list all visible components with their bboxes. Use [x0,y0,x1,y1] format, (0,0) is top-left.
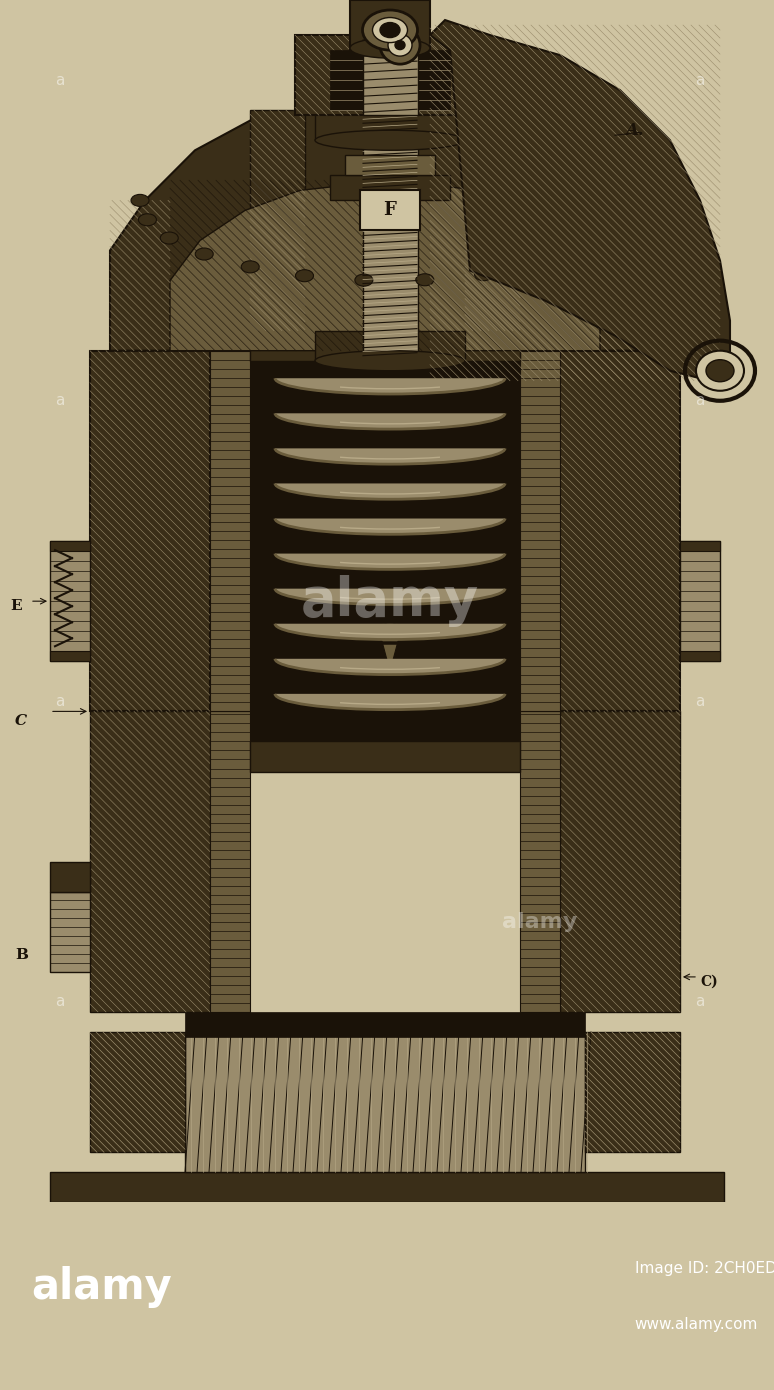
Bar [465,110,520,331]
Text: F: F [384,202,396,220]
Polygon shape [275,518,505,534]
Polygon shape [275,588,505,605]
Text: a: a [695,994,704,1009]
Text: A.: A. [625,122,644,139]
Bar [50,862,90,892]
Bar [90,1031,185,1152]
Bar [250,712,520,741]
Polygon shape [275,553,505,570]
Text: a: a [55,393,65,409]
Text: a: a [695,72,704,88]
Polygon shape [275,694,505,710]
Text: alamy: alamy [502,912,577,931]
Text: a: a [695,694,704,709]
Bar [250,612,520,741]
Ellipse shape [354,274,373,286]
Ellipse shape [195,247,213,260]
Text: alamy: alamy [31,1266,172,1308]
Text: www.alamy.com: www.alamy.com [635,1316,758,1332]
Bar [185,1031,585,1172]
Bar [345,156,435,175]
Text: C): C) [700,974,717,988]
Bar [363,31,418,115]
Text: Image ID: 2CH0EDE: Image ID: 2CH0EDE [635,1261,774,1276]
Text: alamy: alamy [301,575,479,627]
Ellipse shape [160,232,178,245]
Bar [330,175,450,200]
Text: B: B [15,948,28,962]
Text: a: a [55,994,65,1009]
Ellipse shape [416,274,433,286]
Ellipse shape [362,10,417,50]
Bar [520,350,560,712]
Ellipse shape [131,195,149,206]
Bar [295,35,485,115]
Bar [50,541,90,550]
Bar [680,541,720,550]
Bar [680,652,720,662]
Ellipse shape [241,261,259,272]
Bar [50,892,90,972]
Bar [90,350,210,712]
Bar [520,712,560,1012]
Polygon shape [110,100,660,350]
Ellipse shape [606,229,624,242]
Text: a: a [55,72,65,88]
Text: C: C [15,714,27,728]
Ellipse shape [625,211,643,222]
Polygon shape [275,378,505,393]
Bar [250,361,520,712]
Ellipse shape [315,350,465,371]
Polygon shape [275,484,505,499]
Bar [585,1031,680,1152]
Ellipse shape [696,350,744,391]
Ellipse shape [375,623,405,634]
Ellipse shape [315,131,465,150]
Text: a: a [695,393,704,409]
Ellipse shape [380,22,400,38]
Ellipse shape [388,35,412,56]
Ellipse shape [372,18,407,43]
Ellipse shape [350,38,430,58]
Polygon shape [275,659,505,674]
Polygon shape [170,181,600,350]
Bar [350,0,430,50]
Bar [250,741,520,771]
Polygon shape [275,624,505,639]
Text: a: a [55,694,65,709]
Polygon shape [375,631,405,671]
Ellipse shape [706,360,734,382]
Bar [210,350,250,712]
Polygon shape [430,19,730,381]
Bar [315,110,465,140]
Bar [560,712,680,1012]
Text: E: E [10,599,22,613]
Bar [50,541,90,662]
Bar [330,50,450,110]
Ellipse shape [573,246,591,259]
Bar [315,331,465,360]
Ellipse shape [474,268,493,281]
Polygon shape [275,449,505,464]
Bar [560,350,680,712]
Polygon shape [275,413,505,430]
Bar [680,541,720,662]
Ellipse shape [139,214,156,225]
Bar [360,190,420,231]
Ellipse shape [395,40,405,50]
Ellipse shape [296,270,313,282]
Ellipse shape [528,259,546,271]
Ellipse shape [380,26,420,64]
Bar [210,712,250,1012]
Bar [50,1172,724,1202]
Bar [90,712,210,1012]
Bar [363,110,418,360]
Bar [250,331,520,360]
Bar [50,652,90,662]
Bar [250,110,305,331]
Bar [185,1012,585,1037]
